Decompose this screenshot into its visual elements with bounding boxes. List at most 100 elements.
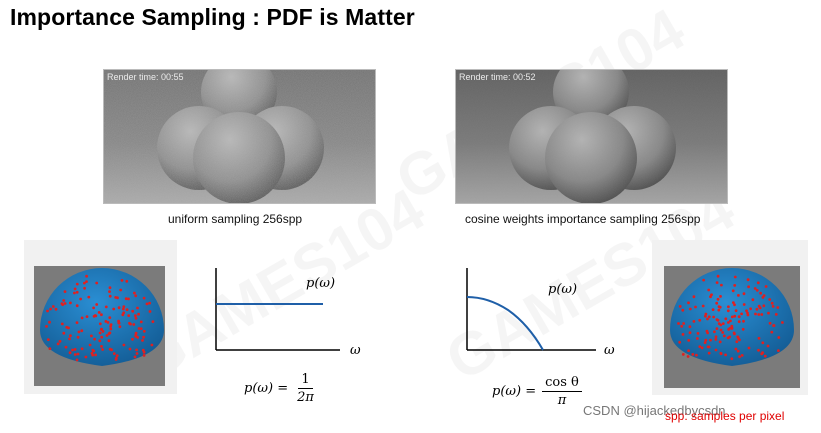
- sample-dot: [704, 314, 707, 318]
- sample-dot: [73, 353, 77, 356]
- sample-dot: [48, 347, 52, 350]
- sample-dot: [142, 350, 146, 354]
- sample-dot: [117, 321, 121, 325]
- sample-dot: [101, 330, 105, 333]
- sample-dot: [128, 347, 132, 351]
- sample-dot: [49, 307, 52, 311]
- sample-dot: [706, 317, 709, 321]
- cosine-sampling-caption: cosine weights importance sampling 256sp…: [465, 212, 701, 226]
- sample-dot: [681, 308, 685, 312]
- sample-dot: [698, 318, 702, 322]
- sample-dot: [117, 306, 121, 310]
- sample-dot: [761, 341, 765, 345]
- sample-dot: [712, 315, 715, 319]
- sample-dot: [142, 329, 146, 333]
- sample-dot: [79, 297, 82, 301]
- sample-dot: [732, 331, 736, 335]
- sample-dot: [135, 352, 139, 355]
- sample-dot: [135, 348, 138, 352]
- sample-dot: [754, 312, 757, 316]
- sample-dot: [124, 297, 128, 301]
- sample-dot: [122, 311, 126, 315]
- sample-dot: [688, 325, 692, 329]
- sample-dot: [134, 331, 138, 335]
- sample-dot: [711, 308, 715, 311]
- formula-denominator: π: [557, 393, 567, 408]
- sample-dot: [694, 305, 697, 309]
- uniform-render-image: Render time: 00:55: [103, 69, 376, 204]
- sample-dot: [692, 320, 696, 323]
- sample-dot: [63, 290, 67, 293]
- sample-dot: [745, 309, 748, 313]
- sample-dot: [133, 355, 137, 359]
- sample-dot: [54, 307, 58, 311]
- sample-dot: [141, 348, 145, 352]
- sample-dot: [63, 302, 67, 305]
- sample-dot: [127, 314, 131, 317]
- sample-dot: [93, 337, 96, 341]
- sample-dot: [733, 284, 737, 287]
- sample-dot: [148, 310, 152, 313]
- cosine-pdf-formula: p(ω) = cos θ π: [492, 375, 582, 408]
- sample-dot: [64, 345, 68, 349]
- sample-dot: [735, 340, 739, 344]
- formula-lhs: p(ω) =: [492, 384, 537, 399]
- sample-dot: [687, 301, 690, 305]
- sample-dot: [696, 332, 700, 335]
- sample-dot: [768, 298, 772, 301]
- sample-dot: [681, 353, 685, 356]
- sample-dot: [678, 305, 682, 308]
- sample-dot: [100, 327, 103, 331]
- sample-dot: [677, 322, 680, 325]
- sample-dot: [60, 322, 64, 326]
- sample-dot: [703, 341, 707, 344]
- sample-dot: [77, 330, 81, 334]
- sample-dot: [92, 306, 95, 310]
- sample-dot: [109, 325, 112, 328]
- sample-dot: [732, 301, 735, 304]
- csdn-watermark: CSDN @hijackedbycsdn: [583, 403, 726, 418]
- sample-dot: [758, 306, 762, 310]
- sample-dot: [709, 338, 712, 342]
- sample-dot: [687, 349, 690, 352]
- sample-dot: [150, 343, 154, 347]
- sample-dot: [73, 348, 77, 351]
- sample-dot: [69, 334, 72, 338]
- sample-dot: [80, 329, 84, 333]
- sample-dot: [134, 294, 138, 298]
- sample-dot: [753, 287, 757, 290]
- sample-dot: [717, 305, 721, 309]
- sample-dot: [100, 313, 103, 317]
- sample-dot: [87, 295, 91, 299]
- sample-dot: [706, 331, 709, 335]
- formula-numerator: 1: [298, 372, 313, 389]
- sample-dot: [76, 352, 80, 356]
- sample-dot: [90, 351, 94, 355]
- sample-dot: [740, 312, 743, 316]
- sample-dot: [766, 344, 770, 348]
- sample-dot: [733, 303, 736, 307]
- sample-dot: [61, 303, 65, 306]
- sample-dot: [48, 320, 51, 324]
- sample-dot: [95, 303, 99, 306]
- sample-dot: [114, 296, 118, 299]
- sample-dot: [108, 316, 112, 319]
- sample-dot: [757, 336, 761, 340]
- sample-dot: [118, 325, 122, 329]
- sample-dot: [85, 274, 88, 278]
- x-axis-label: ω: [350, 343, 361, 358]
- cosine-hemisphere-samples: [652, 240, 808, 395]
- formula-denominator: 2π: [297, 390, 314, 405]
- sample-dot: [749, 307, 752, 311]
- sample-dot: [734, 347, 738, 351]
- sample-dot: [777, 336, 781, 339]
- sample-dot: [104, 320, 108, 323]
- sample-dot: [718, 340, 722, 344]
- sample-dot: [136, 336, 139, 339]
- sample-dot: [131, 337, 134, 341]
- sample-dot: [717, 308, 721, 312]
- sample-dot: [716, 297, 720, 301]
- sample-dot: [767, 311, 770, 315]
- sample-dot: [88, 343, 92, 347]
- sample-dot: [68, 351, 72, 355]
